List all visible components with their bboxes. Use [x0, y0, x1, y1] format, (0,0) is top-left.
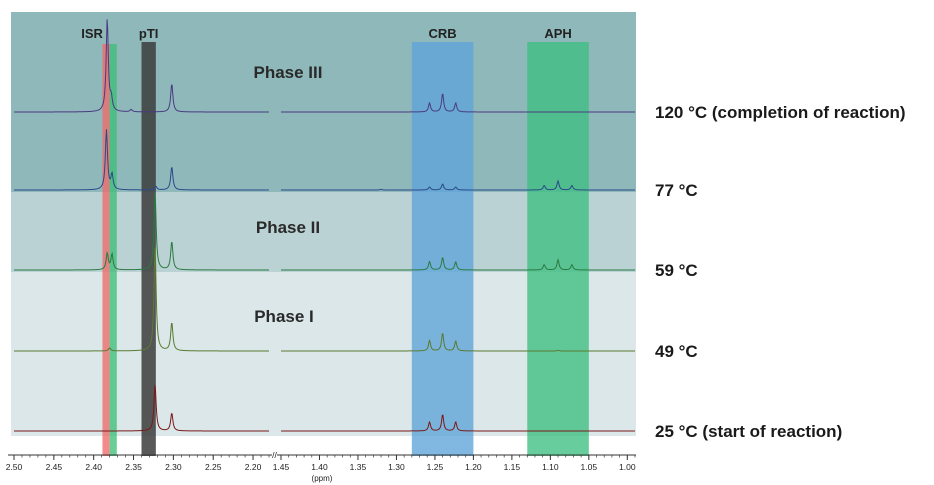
- spectrum-line: [281, 179, 635, 191]
- tick-label: 1.00: [619, 462, 636, 472]
- tick-label: 2.20: [245, 462, 262, 472]
- x-axis: // 2.50 2.45 2.40 2.35 2.30 2.25 2.20 1.45 1.40 1.…: [6, 450, 636, 483]
- tick-label: 2.45: [46, 462, 63, 472]
- spectrum-line: [281, 93, 635, 113]
- series-label: 120 °C (completion of reaction): [655, 103, 906, 122]
- region-band: [141, 42, 156, 456]
- tick-label: 1.40: [311, 462, 328, 472]
- spectrum-line: [14, 192, 269, 271]
- chart-labels: ISR pTI CRB APH 120 °C (completion of reacti…: [81, 26, 905, 441]
- x-axis-label: (ppm): [312, 474, 333, 483]
- tick-label: 2.35: [125, 462, 142, 472]
- region-band: [411, 42, 474, 456]
- tick-label: 1.35: [350, 462, 367, 472]
- spectrum-line: [14, 247, 269, 352]
- tick-label: 1.05: [581, 462, 598, 472]
- region-label: APH: [544, 26, 571, 41]
- spectrum-line: [14, 19, 269, 113]
- tick-label: 2.25: [205, 462, 222, 472]
- tick-label: 1.20: [465, 462, 482, 472]
- series-label: 49 °C: [655, 342, 698, 361]
- spectrum-line: [281, 333, 635, 352]
- tick-label: 1.10: [542, 462, 559, 472]
- region-band: [109, 44, 117, 456]
- tick-label: 1.15: [504, 462, 521, 472]
- highlight-regions: [102, 42, 589, 456]
- tick-label: 2.30: [165, 462, 182, 472]
- tick-label: 1.30: [388, 462, 405, 472]
- series-label: 77 °C: [655, 181, 698, 200]
- tick-label: 1.45: [273, 462, 290, 472]
- spectra-traces: [14, 19, 635, 432]
- spectrum-line: [281, 257, 635, 271]
- tick-label: 1.25: [427, 462, 444, 472]
- axis-break-mark: //: [272, 450, 277, 460]
- series-label: 59 °C: [655, 261, 698, 280]
- phase-label: Phase III: [254, 63, 323, 82]
- region-band: [102, 44, 110, 456]
- spectrum-line: [14, 385, 269, 432]
- tick-label: 2.40: [85, 462, 102, 472]
- region-label: pTI: [139, 26, 159, 41]
- region-band: [527, 42, 589, 456]
- region-label: ISR: [81, 26, 103, 41]
- spectrum-line: [281, 414, 635, 432]
- tick-label: 2.50: [6, 462, 23, 472]
- phase-label: Phase I: [254, 307, 314, 326]
- series-label: 25 °C (start of reaction): [655, 422, 842, 441]
- region-label: CRB: [429, 26, 457, 41]
- spectrum-line: [14, 129, 269, 191]
- phase-label: Phase II: [256, 218, 320, 237]
